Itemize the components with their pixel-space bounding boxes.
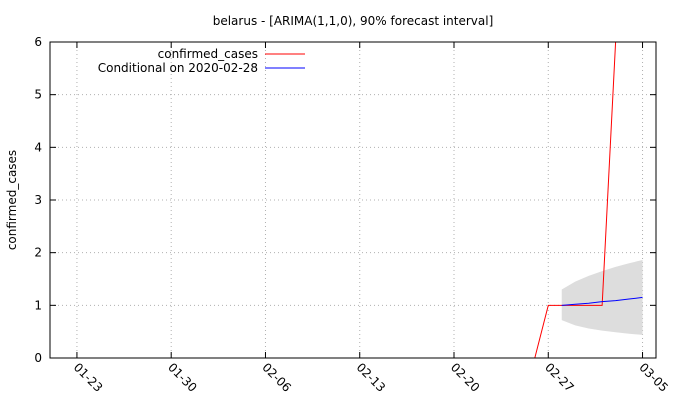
- legend-label-confirmed-cases: confirmed_cases: [158, 47, 258, 61]
- x-tick-label: 01-23: [71, 360, 106, 395]
- y-tick-label: 3: [34, 193, 42, 207]
- series-layer: [534, 42, 643, 358]
- y-tick-label: 6: [34, 35, 42, 49]
- y-tick-label: 5: [34, 88, 42, 102]
- grid-layer: [50, 42, 656, 358]
- x-tick-label: 02-20: [448, 360, 483, 395]
- legend-label-conditional: Conditional on 2020-02-28: [98, 61, 258, 75]
- x-tick-label: 03-05: [636, 360, 671, 395]
- x-tick-label: 02-27: [542, 360, 577, 395]
- axis-layer: 0 1 2 3 4 5 6 01-23 01-30 02-06 02-13 02-20 02-27 03-…: [34, 35, 671, 395]
- x-tick-label: 01-30: [165, 360, 200, 395]
- series-line-confirmed-cases: [534, 42, 617, 358]
- y-tick-label: 0: [34, 351, 42, 365]
- chart-title: belarus - [ARIMA(1,1,0), 90% forecast in…: [213, 14, 494, 28]
- legend: confirmed_cases Conditional on 2020-02-2…: [98, 47, 305, 75]
- x-tick-label: 02-06: [259, 360, 294, 395]
- y-tick-label: 1: [34, 298, 42, 312]
- y-axis-label: confirmed_cases: [5, 150, 19, 250]
- y-tick-label: 4: [34, 140, 42, 154]
- series-line-conditional: [561, 296, 643, 306]
- x-tick-label: 02-13: [354, 360, 389, 395]
- y-tick-label: 2: [34, 246, 42, 260]
